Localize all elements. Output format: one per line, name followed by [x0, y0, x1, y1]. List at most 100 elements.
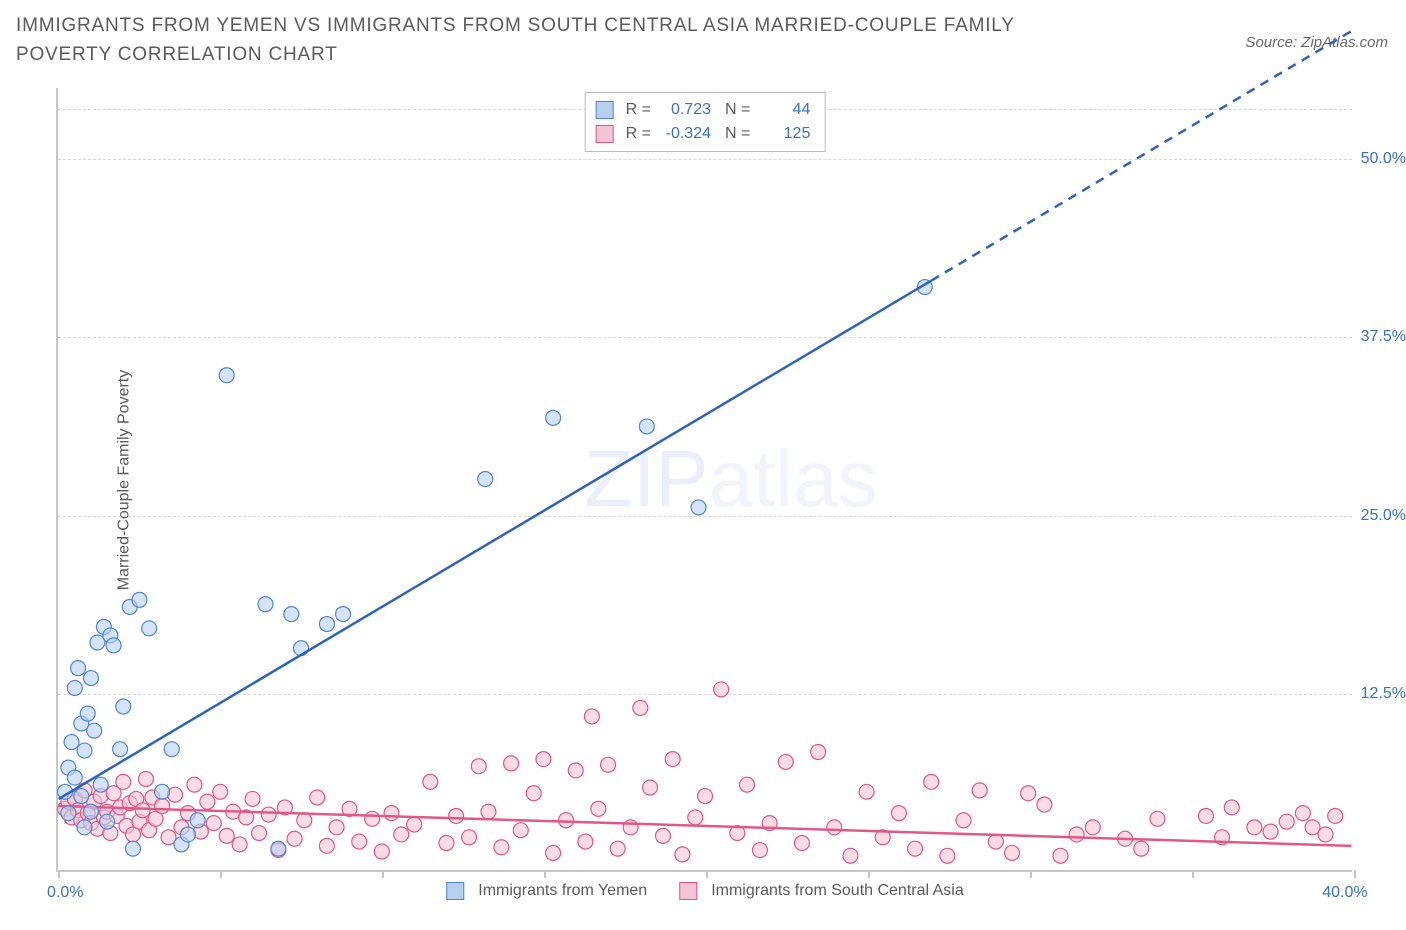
scatter-point: [1263, 824, 1278, 839]
scatter-point: [546, 410, 561, 425]
scatter-point: [578, 834, 593, 849]
scatter-point: [584, 709, 599, 724]
scatter-point: [794, 836, 809, 851]
scatter-point: [77, 743, 92, 758]
scatter-point: [132, 592, 147, 607]
scatter-svg: [58, 88, 1352, 870]
scatter-point: [67, 681, 82, 696]
scatter-point: [924, 774, 939, 789]
scatter-point: [691, 500, 706, 515]
x-tick: [220, 870, 222, 878]
x-tick: [1030, 870, 1032, 878]
scatter-point: [526, 786, 541, 801]
scatter-point: [135, 803, 150, 818]
scatter-point: [908, 841, 923, 856]
y-tick-label: 50.0%: [1361, 150, 1406, 168]
scatter-point: [336, 607, 351, 622]
scatter-point: [138, 772, 153, 787]
scatter-point: [827, 820, 842, 835]
correlation-legend: R = 0.723 N = 44 R = -0.324 N = 125: [585, 92, 826, 152]
scatter-point: [675, 847, 690, 862]
x-tick: [58, 870, 60, 878]
scatter-point: [329, 820, 344, 835]
scatter-point: [1134, 841, 1149, 856]
scatter-point: [478, 472, 493, 487]
r-label: R =: [626, 101, 651, 119]
scatter-point: [1069, 827, 1084, 842]
scatter-point: [64, 735, 79, 750]
scatter-point: [142, 621, 157, 636]
scatter-point: [258, 597, 273, 612]
scatter-point: [319, 617, 334, 632]
r-label: R =: [626, 125, 651, 143]
swatch-series-1: [596, 101, 614, 119]
scatter-point: [77, 820, 92, 835]
scatter-point: [956, 813, 971, 828]
scatter-point: [284, 607, 299, 622]
scatter-point: [494, 840, 509, 855]
scatter-point: [87, 723, 102, 738]
scatter-point: [126, 841, 141, 856]
n-label: N =: [725, 101, 750, 119]
scatter-point: [213, 784, 228, 799]
r-value-2: -0.324: [657, 125, 711, 143]
scatter-point: [200, 794, 215, 809]
swatch-series-2: [679, 882, 697, 900]
scatter-point: [811, 745, 826, 760]
scatter-point: [365, 811, 380, 826]
scatter-point: [752, 843, 767, 858]
scatter-point: [481, 804, 496, 819]
scatter-point: [1295, 806, 1310, 821]
scatter-point: [190, 813, 205, 828]
scatter-point: [352, 834, 367, 849]
x-tick: [382, 870, 384, 878]
scatter-point: [1279, 814, 1294, 829]
scatter-point: [639, 419, 654, 434]
scatter-point: [546, 845, 561, 860]
x-tick: [1354, 870, 1356, 878]
scatter-point: [778, 754, 793, 769]
x-tick-label: 0.0%: [47, 884, 83, 902]
scatter-point: [988, 834, 1003, 849]
legend-row-series-1: R = 0.723 N = 44: [596, 98, 811, 122]
scatter-point: [294, 641, 309, 656]
scatter-point: [116, 699, 131, 714]
scatter-point: [206, 816, 221, 831]
scatter-point: [232, 837, 247, 852]
scatter-point: [384, 806, 399, 821]
legend-item-1: Immigrants from Yemen: [446, 882, 647, 900]
scatter-point: [219, 368, 234, 383]
scatter-point: [513, 823, 528, 838]
x-tick: [868, 870, 870, 878]
legend-item-2: Immigrants from South Central Asia: [679, 882, 964, 900]
scatter-point: [245, 791, 260, 806]
legend-label-2: Immigrants from South Central Asia: [711, 882, 964, 900]
scatter-point: [610, 841, 625, 856]
scatter-point: [106, 638, 121, 653]
scatter-point: [180, 827, 195, 842]
scatter-point: [1037, 797, 1052, 812]
x-tick: [544, 870, 546, 878]
scatter-point: [1085, 820, 1100, 835]
scatter-point: [643, 780, 658, 795]
swatch-series-1: [446, 882, 464, 900]
scatter-point: [271, 841, 286, 856]
scatter-point: [1053, 848, 1068, 863]
scatter-point: [1247, 820, 1262, 835]
scatter-point: [601, 757, 616, 772]
scatter-point: [80, 706, 95, 721]
scatter-point: [471, 759, 486, 774]
scatter-point: [1150, 811, 1165, 826]
scatter-point: [261, 807, 276, 822]
scatter-point: [698, 789, 713, 804]
scatter-point: [83, 671, 98, 686]
scatter-point: [93, 777, 108, 792]
scatter-point: [688, 810, 703, 825]
scatter-point: [891, 806, 906, 821]
y-tick-label: 25.0%: [1361, 507, 1406, 525]
scatter-point: [187, 777, 202, 792]
scatter-point: [61, 806, 76, 821]
n-label: N =: [725, 125, 750, 143]
scatter-point: [374, 844, 389, 859]
scatter-point: [1224, 800, 1239, 815]
